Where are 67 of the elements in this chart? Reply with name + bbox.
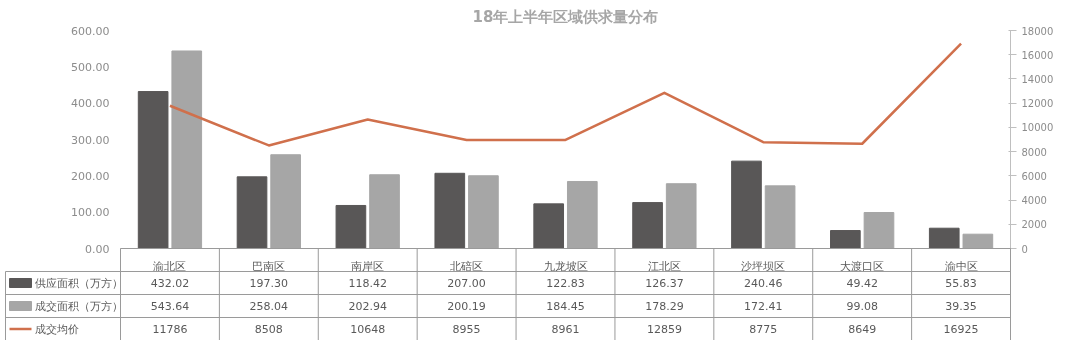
y-tick-label: 200.00 [71,169,110,183]
bar [137,91,169,249]
y2-tick-label: 10000 [1021,122,1054,134]
data-label: 49.42 [846,277,878,290]
x-tick-label: 巴南区 [252,259,286,273]
data-label: 126.37 [645,277,684,290]
data-label: 55.83 [945,277,977,290]
x-tick-label: 大渡口区 [840,259,885,273]
bar [632,202,663,249]
data-label: 197.30 [249,277,289,290]
data-label: 8775 [749,323,778,336]
y2-tick-label: 8000 [1021,146,1047,158]
data-label: 8955 [452,323,481,336]
bar [928,227,960,249]
data-label: 118.42 [348,277,387,290]
y2-tick-label: 2000 [1021,219,1047,231]
x-tick-label: 南岸区 [351,259,385,273]
data-label: 202.94 [348,300,387,313]
x-tick-label: 江北区 [647,259,681,273]
data-label: 184.45 [546,300,585,313]
data-label: 8961 [551,323,580,336]
y-tick-label: 100.00 [71,206,110,220]
data-label: 207.00 [447,277,486,290]
data-label: 39.35 [945,300,977,313]
y2-tick-label: 12000 [1021,98,1054,110]
x-tick-label: 沙坪坝区 [741,259,786,273]
x-tick-label: 渝中区 [944,259,978,273]
y2-tick-label: 0 [1021,243,1028,255]
y2-tick-label: 4000 [1021,195,1047,207]
bar [830,230,861,249]
data-label: 11786 [152,323,188,336]
legend-label: 成交面积（万方） [34,299,123,313]
data-label: 432.02 [150,277,190,290]
x-tick-label: 九龙坡区 [543,259,588,273]
bar [533,203,565,249]
data-label: 543.64 [150,300,190,313]
line-series [168,42,963,147]
y-tick-label: 600.00 [71,24,110,38]
x-tick-label: 渝北区 [153,259,187,273]
y-tick-label: 0.00 [85,242,110,256]
data-label: 10648 [350,323,386,336]
data-label: 12859 [646,323,682,336]
data-label: 8508 [254,323,283,336]
y-tick-label: 500.00 [71,60,110,74]
data-label: 240.46 [744,277,783,290]
data-label: 178.29 [645,300,684,313]
x-tick-label: 北碚区 [450,259,484,273]
bar [236,176,268,249]
y-tick-label: 300.00 [71,133,110,147]
data-label: 16925 [943,323,979,336]
bar [731,160,762,249]
data-label: 99.08 [846,300,878,313]
bar [434,172,466,249]
legend-label: 成交均价 [34,322,79,336]
y2-tick-label: 16000 [1021,49,1054,61]
data-label: 258.04 [249,300,289,313]
data-label: 172.41 [744,300,783,313]
chart-title: 18年上半年区域供求量分布 [472,7,659,26]
y-tick-label: 400.00 [71,97,110,111]
y2-tick-label: 6000 [1021,170,1047,182]
y2-tick-label: 14000 [1021,73,1054,85]
legend-label: 供应面积（万方） [34,276,123,290]
y2-tick-label: 18000 [1021,25,1054,37]
data-label: 200.19 [447,300,486,313]
data-label: 122.83 [546,277,585,290]
data-label: 8649 [848,323,877,336]
bar [335,204,367,249]
